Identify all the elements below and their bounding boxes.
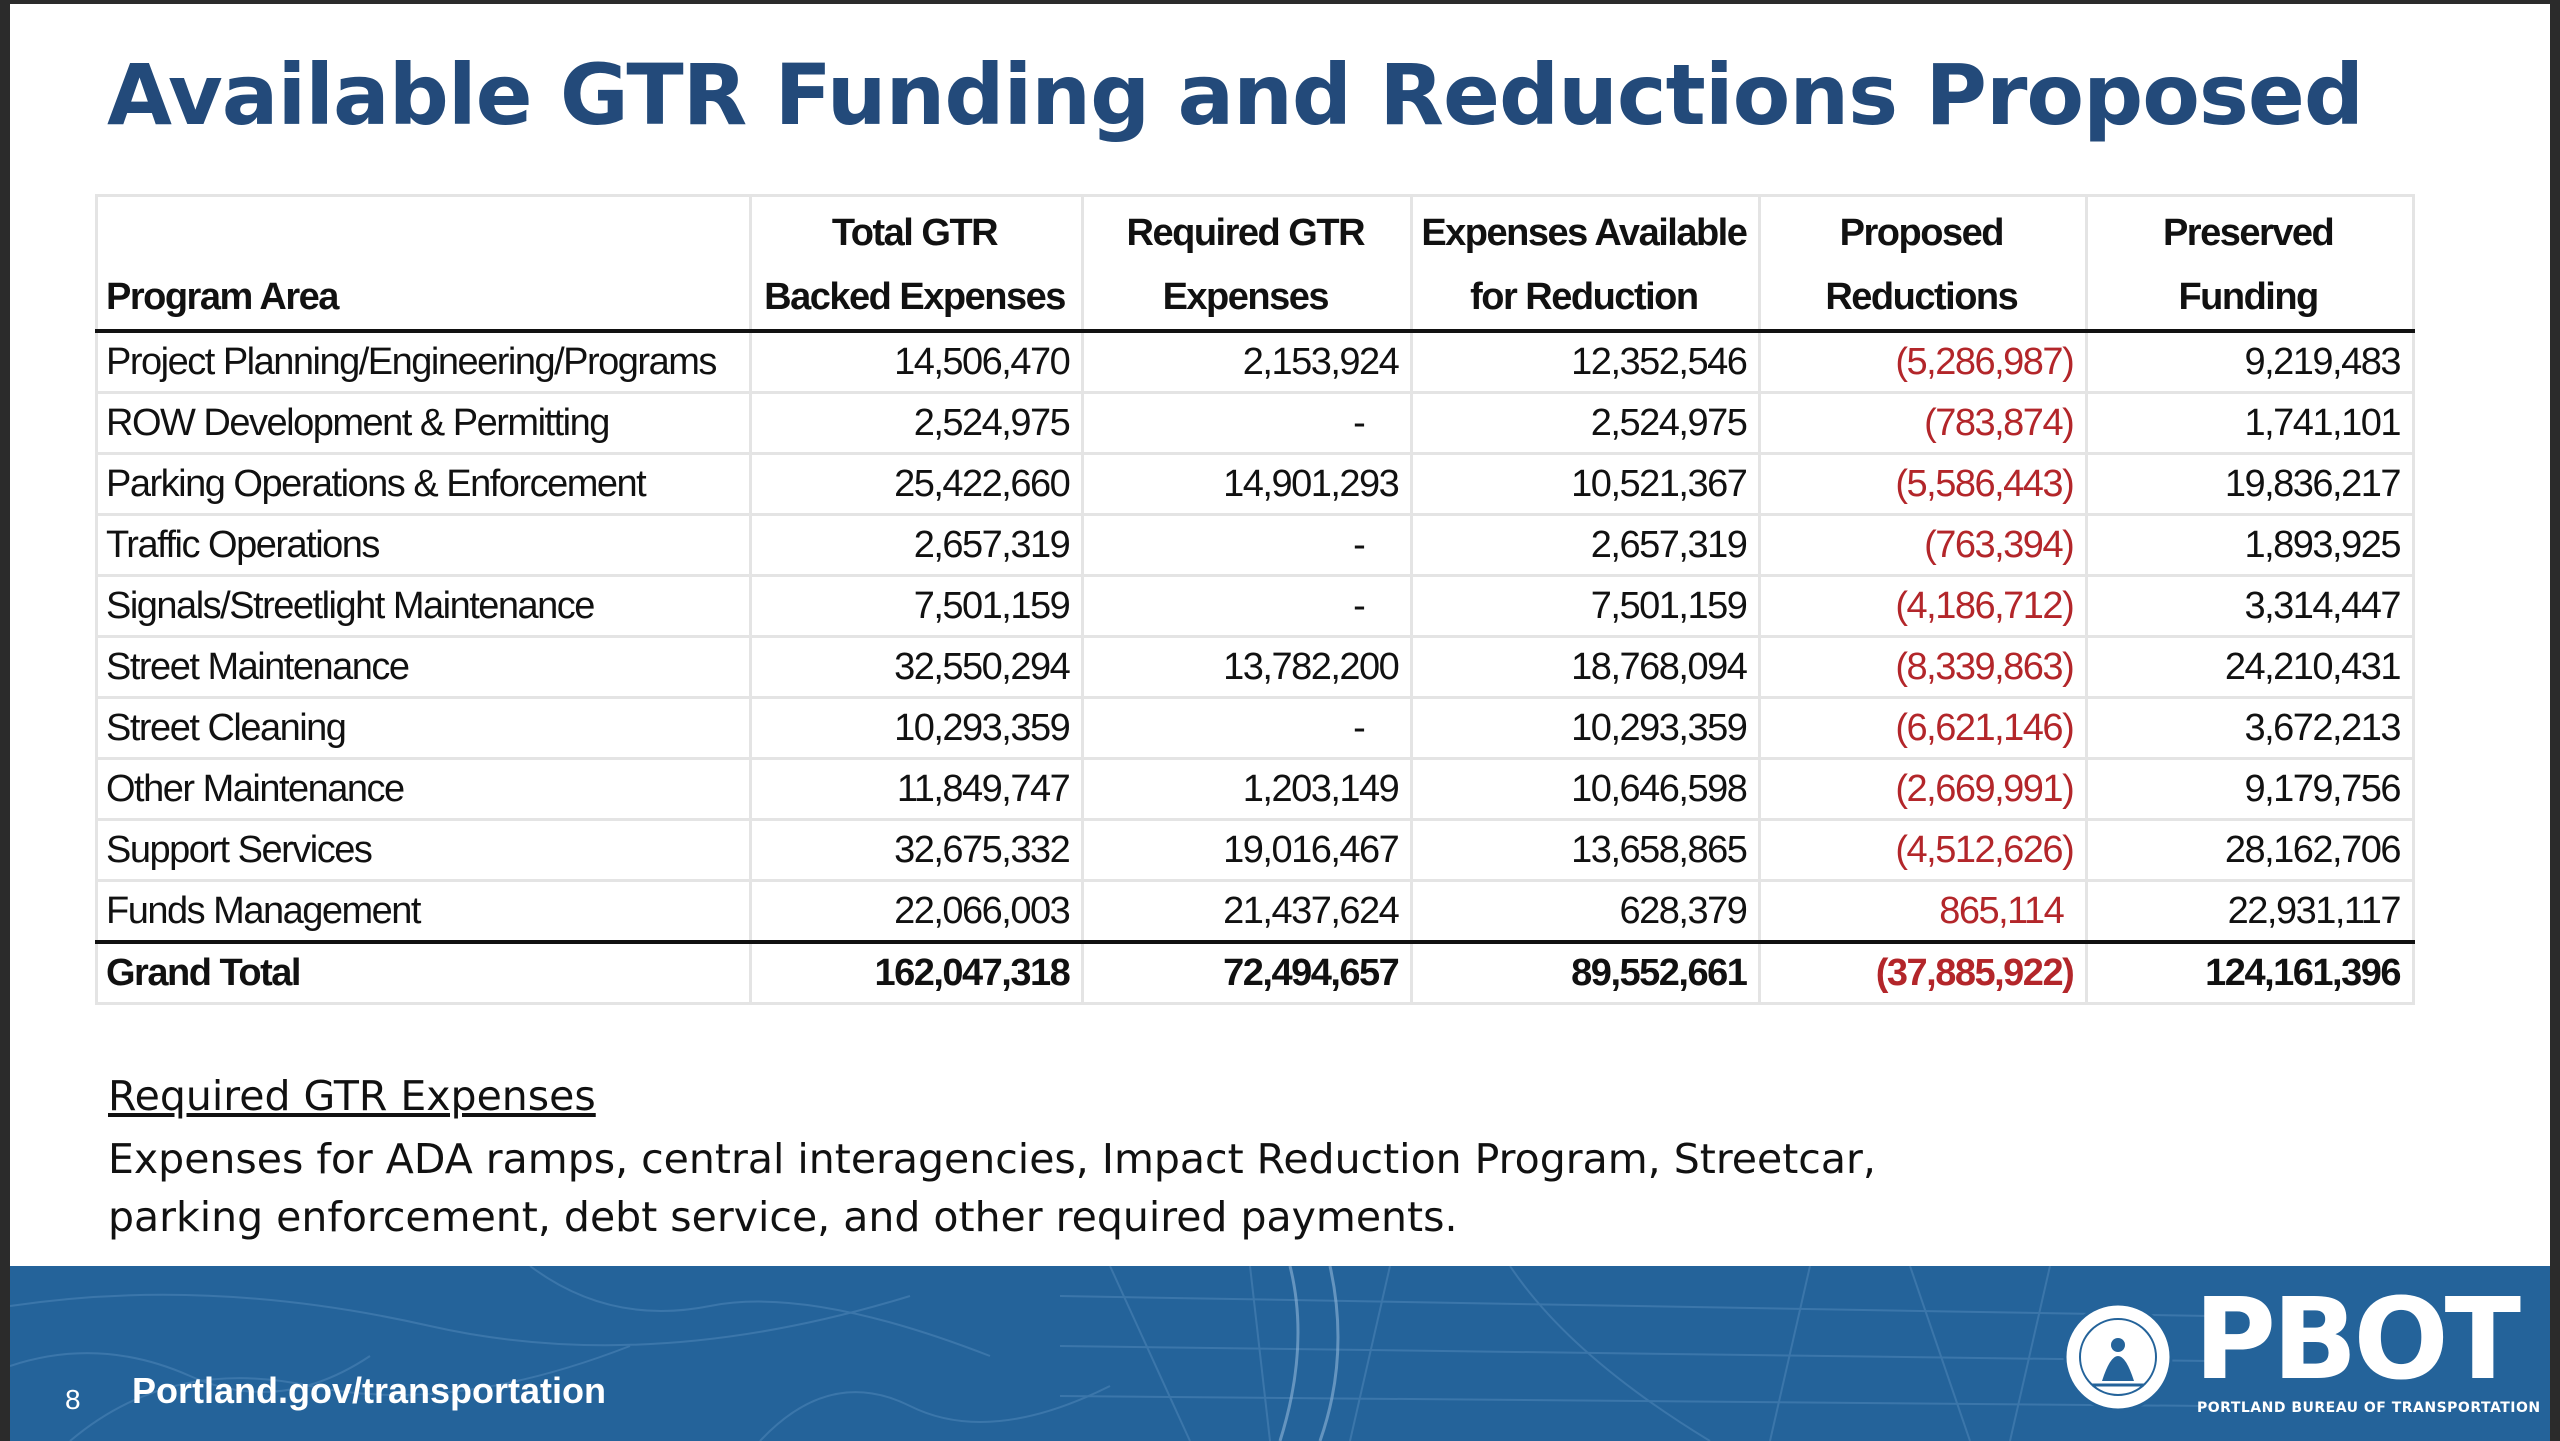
required-gtr-cell: - (1081, 513, 1414, 577)
required-gtr-cell: - (1081, 574, 1414, 638)
table-row: Other Maintenance 11,849,747 1,203,149 10,6… (95, 757, 2415, 821)
proposed-reduction-cell: (783,874) (1758, 391, 2089, 455)
total-gtr-cell: 10,293,359 (748, 696, 1085, 760)
preserved-funding-cell: 1,893,925 (2085, 513, 2415, 577)
col-header-available: Expenses Available for Reduction (1410, 194, 1762, 333)
pbot-logo: PBOT (2194, 1275, 2521, 1405)
table-row: Signals/Streetlight Maintenance 7,501,159… (95, 574, 2415, 638)
required-gtr-cell: 21,437,624 (1081, 879, 1414, 944)
note-body: Expenses for ADA ramps, central interage… (108, 1135, 1876, 1241)
table-row: ROW Development & Permitting 2,524,975-2,… (95, 391, 2415, 455)
proposed-reduction-cell: (8,339,863) (1758, 635, 2089, 699)
preserved-funding-cell: 3,672,213 (2085, 696, 2415, 760)
preserved-funding-cell: 19,836,217 (2085, 452, 2415, 516)
required-gtr-cell: 2,153,924 (1081, 329, 1414, 394)
total-gtr-cell: 11,849,747 (748, 757, 1085, 821)
total-gtr-cell: 2,657,319 (748, 513, 1085, 577)
proposed-reduction-cell: (5,286,987) (1758, 329, 2089, 394)
preserved-funding-cell: 28,162,706 (2085, 818, 2415, 882)
table-row: Street Cleaning 10,293,359-10,293,359 (6,6… (95, 696, 2415, 760)
col-header-required-gtr: Required GTR Expenses (1081, 194, 1414, 333)
available-cell: 628,379 (1410, 879, 1762, 944)
available-cell: 10,293,359 (1410, 696, 1762, 760)
available-cell: 2,657,319 (1410, 513, 1762, 577)
required-gtr-cell: - (1081, 391, 1414, 455)
table-header-row: Program Area Total GTR Backed Expenses Re… (95, 194, 2415, 333)
required-gtr-cell: 19,016,467 (1081, 818, 1414, 882)
pbot-tagline: PORTLAND BUREAU OF TRANSPORTATION (2197, 1400, 2541, 1416)
table-total-row: Grand Total 162,047,318 72,494,657 89,552,6… (95, 940, 2415, 1005)
funding-table: Program Area Total GTR Backed Expenses Re… (95, 194, 2415, 1005)
preserved-funding-cell: 3,314,447 (2085, 574, 2415, 638)
program-area-cell: ROW Development & Permitting (95, 391, 752, 455)
table-row: Project Planning/Engineering/Programs 14,… (95, 329, 2415, 394)
table-row: Support Services 32,675,332 19,016,467 13,6… (95, 818, 2415, 882)
program-area-cell: Parking Operations & Enforcement (95, 452, 752, 516)
preserved-funding-cell: 1,741,101 (2085, 391, 2415, 455)
proposed-reduction-cell: 865,114 (1758, 879, 2089, 944)
total-gtr-cell: 162,047,318 (748, 940, 1085, 1005)
available-cell: 10,646,598 (1410, 757, 1762, 821)
program-area-cell: Project Planning/Engineering/Programs (95, 329, 752, 394)
total-gtr-cell: 32,550,294 (748, 635, 1085, 699)
slide: Available GTR Funding and Reductions Pro… (10, 4, 2550, 1441)
available-cell: 13,658,865 (1410, 818, 1762, 882)
preserved-funding-cell: 22,931,117 (2085, 879, 2415, 944)
note-heading: Required GTR Expenses (108, 1072, 596, 1120)
table-row: Parking Operations & Enforcement 25,422,6… (95, 452, 2415, 516)
table-row: Funds Management 22,066,003 21,437,624 628,… (95, 879, 2415, 944)
proposed-reduction-cell: (4,186,712) (1758, 574, 2089, 638)
available-cell: 7,501,159 (1410, 574, 1762, 638)
preserved-funding-cell: 124,161,396 (2085, 940, 2415, 1005)
col-header-proposed-reductions: Proposed Reductions (1758, 194, 2089, 333)
program-area-cell: Other Maintenance (95, 757, 752, 821)
col-header-total-gtr: Total GTR Backed Expenses (748, 194, 1085, 333)
required-gtr-cell: 1,203,149 (1081, 757, 1414, 821)
table-row: Street Maintenance 32,550,294 13,782,200 18… (95, 635, 2415, 699)
available-cell: 18,768,094 (1410, 635, 1762, 699)
total-gtr-cell: 25,422,660 (748, 452, 1085, 516)
site-url-link[interactable]: Portland.gov/transportation (132, 1370, 607, 1411)
proposed-reduction-cell: (37,885,922) (1758, 940, 2089, 1005)
preserved-funding-cell: 9,219,483 (2085, 329, 2415, 394)
proposed-reduction-cell: (763,394) (1758, 513, 2089, 577)
page-title: Available GTR Funding and Reductions Pro… (107, 46, 2364, 144)
street-map-background (10, 1266, 2211, 1441)
footer-banner: 8 Portland.gov/transportation PBOT PORTL… (10, 1266, 2550, 1441)
col-header-program-area: Program Area (95, 194, 752, 333)
required-gtr-cell: 13,782,200 (1081, 635, 1414, 699)
available-cell: 10,521,367 (1410, 452, 1762, 516)
total-gtr-cell: 22,066,003 (748, 879, 1085, 944)
proposed-reduction-cell: (5,586,443) (1758, 452, 2089, 516)
preserved-funding-cell: 9,179,756 (2085, 757, 2415, 821)
available-cell: 2,524,975 (1410, 391, 1762, 455)
program-area-cell: Support Services (95, 818, 752, 882)
program-area-cell: Traffic Operations (95, 513, 752, 577)
total-gtr-cell: 2,524,975 (748, 391, 1085, 455)
program-area-cell: Funds Management (95, 879, 752, 944)
preserved-funding-cell: 24,210,431 (2085, 635, 2415, 699)
available-cell: 12,352,546 (1410, 329, 1762, 394)
required-gtr-cell: 72,494,657 (1081, 940, 1414, 1005)
program-area-cell: Signals/Streetlight Maintenance (95, 574, 752, 638)
program-area-cell: Street Maintenance (95, 635, 752, 699)
required-gtr-cell: - (1081, 696, 1414, 760)
program-area-cell: Street Cleaning (95, 696, 752, 760)
col-header-preserved: Preserved Funding (2085, 194, 2415, 333)
table-row: Traffic Operations 2,657,319-2,657,319 (76… (95, 513, 2415, 577)
available-cell: 89,552,661 (1410, 940, 1762, 1005)
program-area-cell: Grand Total (95, 940, 752, 1005)
page-number: 8 (65, 1384, 81, 1415)
city-seal-icon (2063, 1302, 2173, 1412)
total-gtr-cell: 32,675,332 (748, 818, 1085, 882)
total-gtr-cell: 14,506,470 (748, 329, 1085, 394)
proposed-reduction-cell: (6,621,146) (1758, 696, 2089, 760)
proposed-reduction-cell: (4,512,626) (1758, 818, 2089, 882)
required-gtr-cell: 14,901,293 (1081, 452, 1414, 516)
proposed-reduction-cell: (2,669,991) (1758, 757, 2089, 821)
total-gtr-cell: 7,501,159 (748, 574, 1085, 638)
